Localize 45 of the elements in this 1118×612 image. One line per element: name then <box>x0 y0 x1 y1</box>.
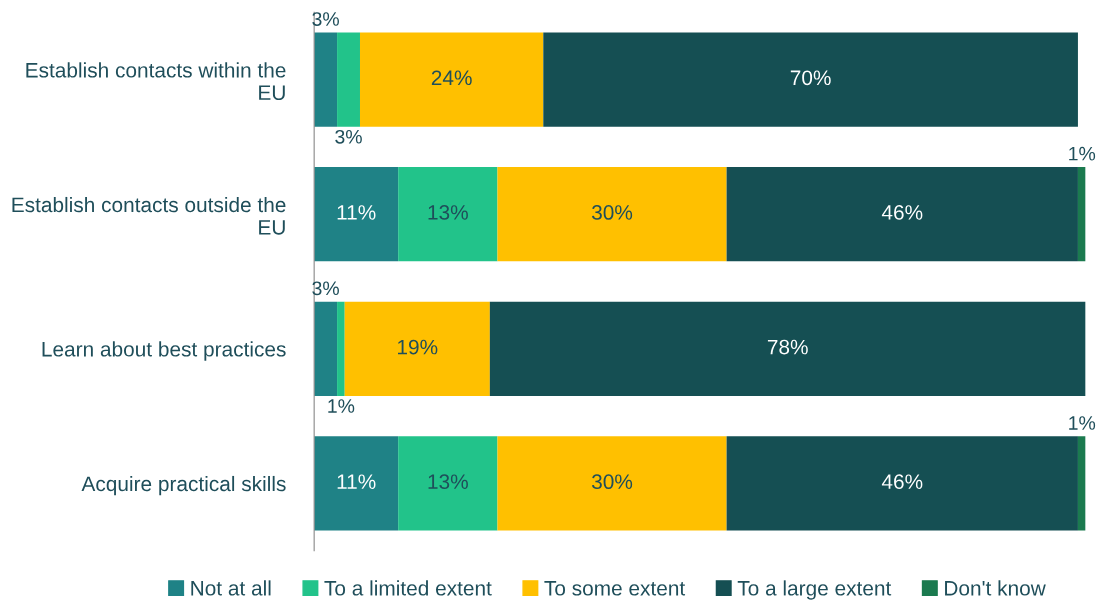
bar <box>497 167 727 262</box>
bar <box>398 436 498 531</box>
legend-label: Don't know <box>945 580 1046 596</box>
data-label: 1% <box>1069 146 1096 161</box>
data-label: 13% <box>428 474 468 490</box>
data-label: 3% <box>312 12 339 26</box>
bar <box>337 301 345 396</box>
y-tick-label: Learn about best practices <box>42 341 286 361</box>
legend-label: To a large extent <box>737 580 892 600</box>
data-label: 30% <box>591 474 633 490</box>
bar <box>726 167 1078 262</box>
data-label: 24% <box>431 70 472 86</box>
data-label: 1% <box>1069 416 1096 430</box>
bar <box>314 167 399 262</box>
data-label: 3% <box>335 129 362 144</box>
bar <box>1077 436 1086 531</box>
legend-label: To a limited extent <box>324 580 492 596</box>
bar <box>359 32 544 127</box>
legend-label: Not at all <box>191 580 271 596</box>
data-label: 13% <box>428 205 468 220</box>
data-label: 46% <box>881 474 923 490</box>
bar <box>344 301 490 396</box>
y-tick-label: Acquire practical skills <box>81 475 286 496</box>
data-label: 3% <box>312 281 339 296</box>
bar <box>726 436 1078 531</box>
data-label: 46% <box>881 205 923 220</box>
bar <box>314 32 338 127</box>
data-label: 11% <box>337 205 376 220</box>
y-tick-label: Establish contacts within the EU <box>26 62 286 101</box>
data-label: 19% <box>398 339 438 355</box>
bar <box>1077 167 1086 262</box>
bar <box>543 32 1078 127</box>
bar <box>497 436 727 531</box>
data-label: 11% <box>337 474 376 489</box>
legend-label: To some extent <box>544 581 686 596</box>
data-label: 1% <box>328 399 355 413</box>
y-tick-label: Establish contacts outside the EU <box>12 196 286 235</box>
data-label: 78% <box>767 339 808 355</box>
bar <box>337 32 360 127</box>
bar <box>314 436 399 531</box>
bar <box>489 301 1086 396</box>
data-label: 30% <box>591 205 633 220</box>
data-label: 70% <box>790 70 831 86</box>
bar <box>398 167 498 262</box>
bar <box>314 301 338 396</box>
